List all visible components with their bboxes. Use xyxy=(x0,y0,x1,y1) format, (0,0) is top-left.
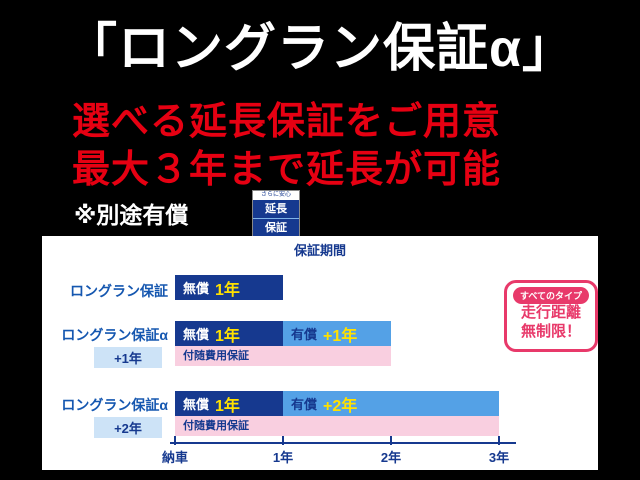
stamp-bottom-text: 保証 xyxy=(253,218,299,237)
warranty-period-chart-panel: 保証期間 ロングラン保証 無償 1年 ロングラン保証α +1年 無償 1年 有償… xyxy=(42,236,598,470)
free-warranty-bar: 無償 1年 xyxy=(175,275,283,300)
row-label-longrun-alpha-1: ロングラン保証α xyxy=(61,327,168,343)
mileage-badge-line-1: 走行距離 xyxy=(520,304,581,321)
extended-warranty-stamp: さらに安心 延長 保証 xyxy=(252,190,300,237)
plan-extra-badge-plus1: +1年 xyxy=(94,347,162,368)
free-warranty-bar: 無償 1年 xyxy=(175,391,283,416)
page-title: 「ロングラン保証α」 xyxy=(65,20,575,78)
axis-label-year2: 2年 xyxy=(380,450,402,465)
bar-amount: 1年 xyxy=(215,397,240,415)
bar-amount: +2年 xyxy=(323,397,358,415)
paid-warranty-bar: 有償 +1年 xyxy=(283,321,391,346)
stamp-top-text: さらに安心 xyxy=(253,191,299,200)
free-warranty-bar: 無償 1年 xyxy=(175,321,283,346)
axis-tick xyxy=(498,436,500,445)
bar-prefix: 無償 xyxy=(183,281,210,296)
bar-amount: +1年 xyxy=(323,327,358,345)
axis-tick xyxy=(390,436,392,445)
bar-prefix: 無償 xyxy=(183,327,210,342)
bar-prefix: 有償 xyxy=(291,397,318,412)
axis-tick xyxy=(174,436,176,445)
row-label-longrun: ロングラン保証 xyxy=(70,283,168,299)
incidental-cost-coverage-bar: 付随費用保証 xyxy=(175,416,499,436)
chart-title: 保証期間 xyxy=(293,243,346,258)
all-types-pill: すべてのタイプ xyxy=(512,287,589,304)
stamp-mid-text: 延長 xyxy=(253,200,299,218)
paid-option-note: ※別途有償 xyxy=(74,202,189,228)
axis-label-year3: 3年 xyxy=(488,450,510,465)
bar-amount: 1年 xyxy=(215,327,240,345)
axis-label-delivery: 納車 xyxy=(161,450,188,465)
bar-prefix: 無償 xyxy=(183,397,210,412)
row-label-longrun-alpha-2: ロングラン保証α xyxy=(61,397,168,413)
subtitle-line-2: 最大３年まで延長が可能 xyxy=(72,149,502,191)
axis-label-year1: 1年 xyxy=(272,450,294,465)
plan-extra-badge-plus2: +2年 xyxy=(94,417,162,438)
bar-prefix: 有償 xyxy=(291,327,318,342)
mileage-badge-line-2: 無制限！ xyxy=(520,322,581,340)
timeline-axis xyxy=(170,442,516,444)
incidental-cost-coverage-bar: 付随費用保証 xyxy=(175,346,391,366)
paid-warranty-bar: 有償 +2年 xyxy=(283,391,499,416)
bar-amount: 1年 xyxy=(215,281,240,299)
unlimited-mileage-badge: すべてのタイプ 走行距離 無制限！ xyxy=(504,280,598,352)
axis-tick xyxy=(282,436,284,445)
subtitle-line-1: 選べる延長保証をご用意 xyxy=(72,101,502,143)
